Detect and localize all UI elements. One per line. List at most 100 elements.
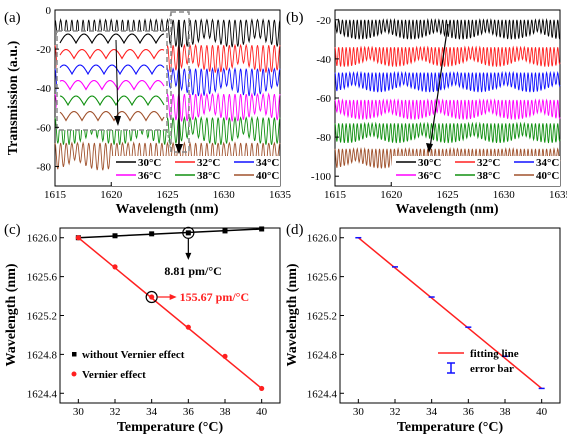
b-legend-bg	[392, 156, 560, 186]
panel-d-yticks: 1624.4 1624.8 1625.2 1625.6 1626.0	[307, 233, 344, 400]
b-series-3	[334, 98, 561, 120]
a-legend-label-1: 32°C	[197, 157, 220, 169]
d-xtick-label-5: 40	[536, 406, 548, 418]
c-xtick-label-3: 36	[183, 406, 195, 418]
d-ytick-label-0: 1624.4	[307, 388, 338, 400]
d-ytick-label-1: 1624.8	[307, 349, 338, 361]
a-inset-curve-1	[59, 48, 165, 60]
b-ytick-label-4: -100	[311, 171, 332, 183]
c-xtick-label-1: 32	[110, 406, 121, 418]
panel-a-xticks: 1615 1620 1625 1630 1635	[44, 182, 292, 201]
b-ytick-label-2: -60	[316, 93, 331, 105]
a-legend-label-5: 40°C	[256, 170, 279, 182]
c-point-1-2	[149, 294, 155, 300]
a-xtick-label-4: 1635	[269, 189, 292, 201]
d-ytick-label-3: 1625.6	[307, 272, 338, 284]
d-ytick-label-2: 1625.2	[307, 311, 337, 323]
a-legend-label-2: 34°C	[256, 157, 279, 169]
d-xtick-label-0: 30	[353, 406, 365, 418]
c-point-0-5	[259, 226, 265, 232]
c-legend-marker-1	[71, 371, 77, 377]
b-xtick-label-0: 1615	[324, 189, 347, 201]
panel-d: (d) 30 32 34 36 38 40 1624.4 1624.8 1625.2 1625.…	[285, 222, 561, 435]
panel-b-series	[334, 18, 561, 169]
c-legend-label-0: without Vernier effect	[82, 349, 185, 361]
a-ytick-label-3: -60	[36, 122, 51, 134]
c-xtick-label-0: 30	[73, 406, 85, 418]
panel-c-xticks: 30 32 34 36 38 40	[73, 399, 268, 418]
b-series-4	[334, 121, 561, 144]
c-point-1-0	[75, 235, 81, 241]
a-inset-curve-4	[59, 95, 165, 107]
c-legend-marker-0	[72, 352, 77, 357]
panel-b-xlabel: Wavelength (nm)	[395, 202, 498, 217]
c-xtick-label-2: 34	[146, 406, 158, 418]
b-ytick-label-0: -20	[316, 15, 331, 27]
b-legend-label-3: 36°C	[418, 170, 441, 182]
c-point-1-3	[185, 324, 191, 330]
d-xtick-label-2: 34	[426, 406, 438, 418]
a-zoom-guide-top	[166, 11, 172, 32]
c-ytick-label-4: 1626.0	[27, 233, 58, 245]
panel-d-xlabel: Temperature (°C)	[397, 420, 504, 435]
panel-b-yticks: -20 -40 -60 -80 -100	[311, 15, 339, 183]
c-annot-circle-black	[182, 226, 195, 239]
panel-d-plot	[355, 236, 545, 390]
c-xtick-label-4: 38	[220, 406, 232, 418]
c-ytick-label-0: 1624.4	[27, 388, 58, 400]
c-annot-circle-red	[145, 290, 158, 304]
a-xtick-label-2: 1625	[157, 189, 180, 201]
b-xtick-label-3: 1630	[493, 189, 516, 201]
c-fit-line-0	[78, 228, 262, 239]
c-annot-label-red: 155.67 pm/°C	[180, 290, 249, 304]
panel-a: (a) 1615 1620 1625 1630 1635 0 -20 -40 -60 -80 3…	[4, 5, 292, 217]
panel-a-ylabel: Transmission (a.u.)	[6, 40, 21, 155]
a-zoom-guide-bottom	[166, 129, 172, 153]
panel-c-label: (c)	[4, 222, 21, 238]
a-inset-arrowhead	[114, 116, 121, 126]
a-legend-label-3: 36°C	[138, 170, 161, 182]
panel-a-xlabel: Wavelength (nm)	[115, 202, 218, 217]
b-series-1	[334, 45, 561, 67]
panel-d-xticks: 30 32 34 36 38 40	[353, 399, 548, 418]
a-legend-bg	[112, 156, 280, 186]
panel-a-label: (a)	[4, 10, 21, 26]
a-inset-curve-0	[59, 33, 165, 45]
panel-c-yticks: 1624.4 1624.8 1625.2 1625.6 1626.0	[27, 233, 64, 400]
a-inset-curve-2	[59, 64, 165, 76]
a-legend-label-4: 38°C	[197, 170, 220, 182]
panel-d-ylabel: Wavelength (nm)	[285, 263, 300, 366]
a-ytick-label-2: -40	[36, 83, 51, 95]
c-point-1-4	[222, 353, 228, 359]
b-xtick-label-2: 1625	[437, 189, 460, 201]
panel-b-legend: 30°C 32°C 34°C 36°C 38°C 40°C	[392, 156, 560, 186]
c-fit-line-1	[77, 237, 263, 389]
c-annot-label-black: 8.81 pm/°C	[164, 264, 221, 278]
a-ytick-label-1: -20	[36, 44, 51, 56]
c-point-0-2	[149, 231, 155, 237]
b-legend-label-4: 38°C	[477, 170, 500, 182]
c-xtick-label-5: 40	[256, 406, 268, 418]
panel-c-plot: 8.81 pm/°C 155.67 pm/°C	[75, 226, 265, 392]
b-shift-arrowhead	[426, 143, 433, 153]
c-ytick-label-1: 1624.8	[27, 349, 58, 361]
panel-a-legend: 30°C 32°C 34°C 36°C 38°C 40°C	[112, 156, 280, 186]
d-xtick-label-1: 32	[390, 406, 401, 418]
c-point-1-5	[259, 385, 265, 392]
c-point-0-4	[222, 228, 228, 234]
panel-c-xlabel: Temperature (°C)	[117, 420, 224, 435]
c-point-0-3	[185, 230, 191, 236]
c-annot-arrowhead-red	[169, 294, 177, 301]
a-shift-arrowhead	[175, 144, 183, 154]
a-ytick-label-0: 0	[46, 5, 52, 17]
c-point-1-1	[112, 264, 118, 270]
b-legend-label-2: 34°C	[536, 157, 559, 169]
d-legend-label-1: error bar	[470, 363, 514, 375]
panel-d-label: (d)	[286, 222, 304, 238]
b-shift-arrow	[429, 23, 449, 149]
a-inset-curve-5	[59, 110, 165, 122]
a-xtick-label-3: 1630	[213, 189, 236, 201]
panel-a-inset	[56, 11, 190, 154]
b-legend-label-0: 30°C	[418, 157, 441, 169]
a-zoom-region	[170, 11, 190, 153]
